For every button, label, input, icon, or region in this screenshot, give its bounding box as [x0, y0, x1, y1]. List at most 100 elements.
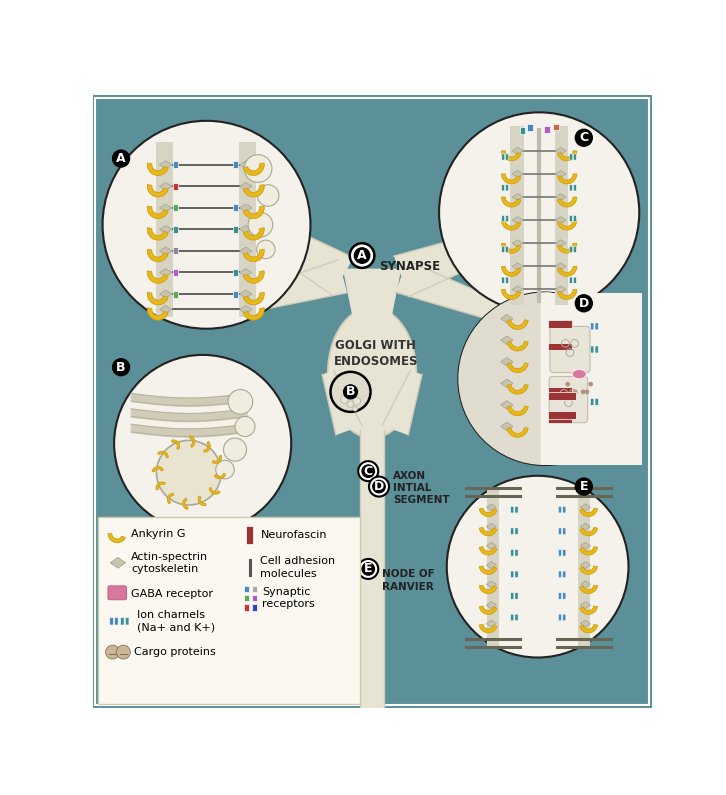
Polygon shape: [214, 474, 226, 479]
Polygon shape: [507, 428, 529, 437]
Polygon shape: [240, 161, 252, 169]
Circle shape: [228, 390, 253, 414]
Wedge shape: [544, 293, 631, 465]
Polygon shape: [513, 286, 523, 293]
Circle shape: [235, 417, 255, 436]
Circle shape: [369, 476, 389, 497]
Polygon shape: [147, 293, 168, 304]
Polygon shape: [558, 197, 577, 207]
Circle shape: [373, 480, 386, 493]
FancyBboxPatch shape: [569, 246, 572, 253]
Polygon shape: [198, 496, 206, 506]
Polygon shape: [507, 341, 529, 351]
Polygon shape: [579, 527, 597, 536]
Polygon shape: [486, 581, 497, 588]
FancyBboxPatch shape: [569, 154, 572, 160]
Bar: [173, 291, 179, 297]
Polygon shape: [240, 226, 252, 233]
Polygon shape: [502, 220, 521, 230]
Polygon shape: [579, 606, 597, 615]
FancyBboxPatch shape: [558, 528, 562, 534]
Circle shape: [157, 440, 221, 505]
FancyBboxPatch shape: [515, 506, 518, 513]
Polygon shape: [513, 217, 523, 223]
Polygon shape: [243, 308, 264, 320]
Bar: [360, 430, 384, 795]
FancyBboxPatch shape: [510, 615, 514, 621]
Text: Actin-spectrin
cytoskeletin: Actin-spectrin cytoskeletin: [131, 552, 208, 574]
Polygon shape: [502, 151, 521, 161]
Polygon shape: [225, 260, 347, 316]
Polygon shape: [147, 250, 168, 262]
Polygon shape: [502, 243, 521, 254]
Polygon shape: [240, 290, 252, 298]
Polygon shape: [240, 305, 252, 313]
Polygon shape: [501, 315, 513, 323]
Polygon shape: [343, 269, 401, 330]
Bar: [233, 291, 238, 297]
Polygon shape: [507, 406, 529, 416]
FancyBboxPatch shape: [569, 215, 572, 222]
Polygon shape: [507, 320, 529, 329]
Polygon shape: [579, 585, 597, 594]
Bar: [233, 269, 238, 276]
FancyBboxPatch shape: [558, 549, 562, 556]
Polygon shape: [558, 220, 577, 230]
Polygon shape: [396, 261, 517, 326]
Circle shape: [256, 240, 275, 258]
Bar: [578, 487, 590, 648]
Circle shape: [102, 121, 311, 328]
Polygon shape: [382, 370, 422, 435]
Polygon shape: [212, 456, 221, 463]
FancyBboxPatch shape: [590, 323, 594, 330]
Polygon shape: [580, 504, 590, 511]
Circle shape: [113, 359, 129, 376]
Polygon shape: [486, 542, 497, 549]
Polygon shape: [160, 182, 172, 190]
Bar: [173, 161, 179, 169]
Polygon shape: [555, 170, 566, 177]
Bar: [553, 123, 559, 130]
Polygon shape: [479, 527, 497, 536]
FancyBboxPatch shape: [563, 528, 566, 534]
Polygon shape: [479, 547, 497, 555]
FancyBboxPatch shape: [595, 346, 598, 353]
FancyBboxPatch shape: [574, 215, 576, 222]
Polygon shape: [322, 370, 362, 435]
Text: GABA receptor: GABA receptor: [131, 588, 213, 599]
FancyBboxPatch shape: [569, 277, 572, 283]
Polygon shape: [507, 363, 529, 373]
Circle shape: [576, 130, 592, 146]
Text: C: C: [579, 131, 588, 144]
Polygon shape: [152, 467, 163, 472]
FancyBboxPatch shape: [510, 571, 514, 578]
Polygon shape: [160, 305, 172, 313]
Circle shape: [566, 382, 570, 386]
Circle shape: [350, 243, 375, 268]
FancyBboxPatch shape: [590, 346, 594, 353]
Polygon shape: [147, 163, 168, 176]
Circle shape: [348, 401, 354, 407]
Polygon shape: [243, 250, 264, 262]
FancyBboxPatch shape: [502, 246, 505, 253]
FancyBboxPatch shape: [563, 615, 566, 621]
Circle shape: [362, 563, 375, 575]
FancyBboxPatch shape: [558, 571, 562, 578]
Bar: [233, 226, 238, 233]
Polygon shape: [555, 217, 566, 223]
Bar: [173, 269, 179, 276]
FancyBboxPatch shape: [505, 246, 509, 253]
Bar: [173, 226, 179, 233]
Polygon shape: [580, 620, 590, 627]
FancyBboxPatch shape: [590, 398, 594, 405]
Circle shape: [581, 390, 585, 394]
FancyBboxPatch shape: [505, 277, 509, 283]
FancyBboxPatch shape: [121, 618, 124, 625]
Bar: [547, 387, 572, 395]
Bar: [252, 586, 257, 592]
Circle shape: [216, 460, 234, 479]
Polygon shape: [243, 163, 264, 176]
Polygon shape: [147, 308, 168, 320]
Polygon shape: [501, 401, 513, 409]
Text: GOLGI WITH
ENDOSOMES: GOLGI WITH ENDOSOMES: [334, 339, 418, 368]
